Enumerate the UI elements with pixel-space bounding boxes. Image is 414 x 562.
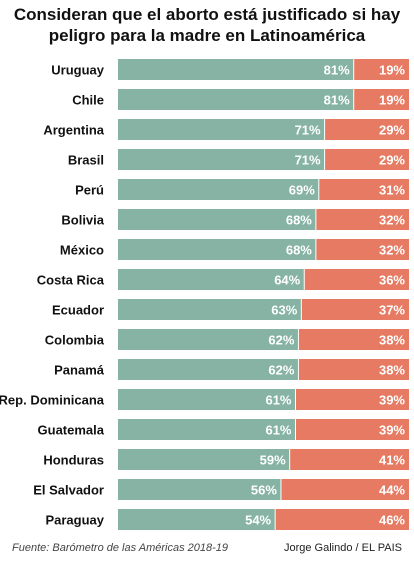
bar-no	[318, 179, 409, 200]
bar-no	[295, 419, 409, 440]
bar-no	[289, 449, 409, 470]
value-label-no: 37%	[379, 303, 405, 318]
value-label-no: 19%	[379, 93, 405, 108]
bar-no	[298, 359, 409, 380]
bar-yes	[118, 299, 302, 320]
category-label: Uruguay	[51, 63, 105, 78]
value-label-yes: 69%	[289, 183, 315, 198]
value-label-yes: 71%	[295, 153, 321, 168]
value-label-no: 38%	[379, 333, 405, 348]
category-label: México	[60, 243, 104, 258]
bar-no	[275, 509, 409, 530]
bar-yes	[118, 359, 299, 380]
bar-no	[324, 119, 409, 140]
category-label: Ecuador	[52, 303, 104, 318]
value-label-yes: 61%	[265, 393, 291, 408]
value-label-no: 36%	[379, 273, 405, 288]
value-label-no: 32%	[379, 213, 405, 228]
value-label-no: 29%	[379, 153, 405, 168]
bar-yes	[118, 179, 319, 200]
bar-no	[280, 479, 409, 500]
bar-yes	[118, 209, 316, 230]
category-label: Guatemala	[38, 423, 105, 438]
category-label: Honduras	[43, 453, 104, 468]
value-label-yes: 81%	[324, 63, 350, 78]
chart-title: Consideran que el aborto está justificad…	[0, 4, 414, 46]
chart-title-line-1: Consideran que el aborto está justificad…	[13, 5, 401, 24]
value-label-yes: 59%	[260, 453, 286, 468]
source-note: Fuente: Barómetro de las Américas 2018-1…	[12, 542, 229, 554]
value-label-no: 19%	[379, 63, 405, 78]
category-label: Paraguay	[45, 513, 104, 528]
value-label-yes: 68%	[286, 213, 312, 228]
credit-note: Jorge Galindo / EL PAIS	[283, 542, 402, 554]
category-label: Colombia	[45, 333, 105, 348]
bar-yes	[118, 239, 316, 260]
value-label-yes: 62%	[268, 333, 294, 348]
bar-no	[301, 299, 409, 320]
category-label: Costa Rica	[37, 273, 105, 288]
bar-no	[304, 269, 409, 290]
value-label-yes: 63%	[271, 303, 297, 318]
value-label-no: 39%	[379, 423, 405, 438]
value-label-yes: 56%	[251, 483, 277, 498]
value-label-yes: 61%	[265, 423, 291, 438]
bar-no	[353, 59, 409, 80]
bar-no	[324, 149, 409, 170]
value-label-no: 32%	[379, 243, 405, 258]
category-label: El Salvador	[33, 483, 104, 498]
value-label-no: 46%	[379, 513, 405, 528]
bar-yes	[118, 419, 296, 440]
bar-yes	[118, 389, 296, 410]
value-label-yes: 71%	[295, 123, 321, 138]
value-label-yes: 54%	[245, 513, 271, 528]
chart-title-line-2: peligro para la madre en Latinoamérica	[48, 26, 366, 45]
value-label-yes: 62%	[268, 363, 294, 378]
bar-yes	[118, 449, 290, 470]
bar-yes	[118, 479, 281, 500]
category-label: Chile	[72, 93, 104, 108]
value-label-no: 39%	[379, 393, 405, 408]
bar-yes	[118, 59, 354, 80]
category-label: Brasil	[68, 153, 104, 168]
bar-yes	[118, 329, 299, 350]
bar-yes	[118, 119, 325, 140]
bar-yes	[118, 509, 276, 530]
category-label: Bolivia	[61, 213, 104, 228]
value-label-no: 41%	[379, 453, 405, 468]
bar-no	[315, 239, 409, 260]
value-label-yes: 64%	[274, 273, 300, 288]
category-label: Perú	[75, 183, 104, 198]
bar-no	[298, 329, 409, 350]
bar-no	[295, 389, 409, 410]
bar-yes	[118, 89, 354, 110]
value-label-yes: 68%	[286, 243, 312, 258]
value-label-no: 38%	[379, 363, 405, 378]
bar-no	[315, 209, 409, 230]
category-label: Rep. Dominicana	[0, 393, 105, 408]
bar-yes	[118, 269, 305, 290]
category-label: Argentina	[43, 123, 104, 138]
value-label-no: 29%	[379, 123, 405, 138]
value-label-yes: 81%	[324, 93, 350, 108]
value-label-no: 44%	[379, 483, 405, 498]
bar-no	[353, 89, 409, 110]
category-label: Panamá	[54, 363, 105, 378]
bar-yes	[118, 149, 325, 170]
value-label-no: 31%	[379, 183, 405, 198]
